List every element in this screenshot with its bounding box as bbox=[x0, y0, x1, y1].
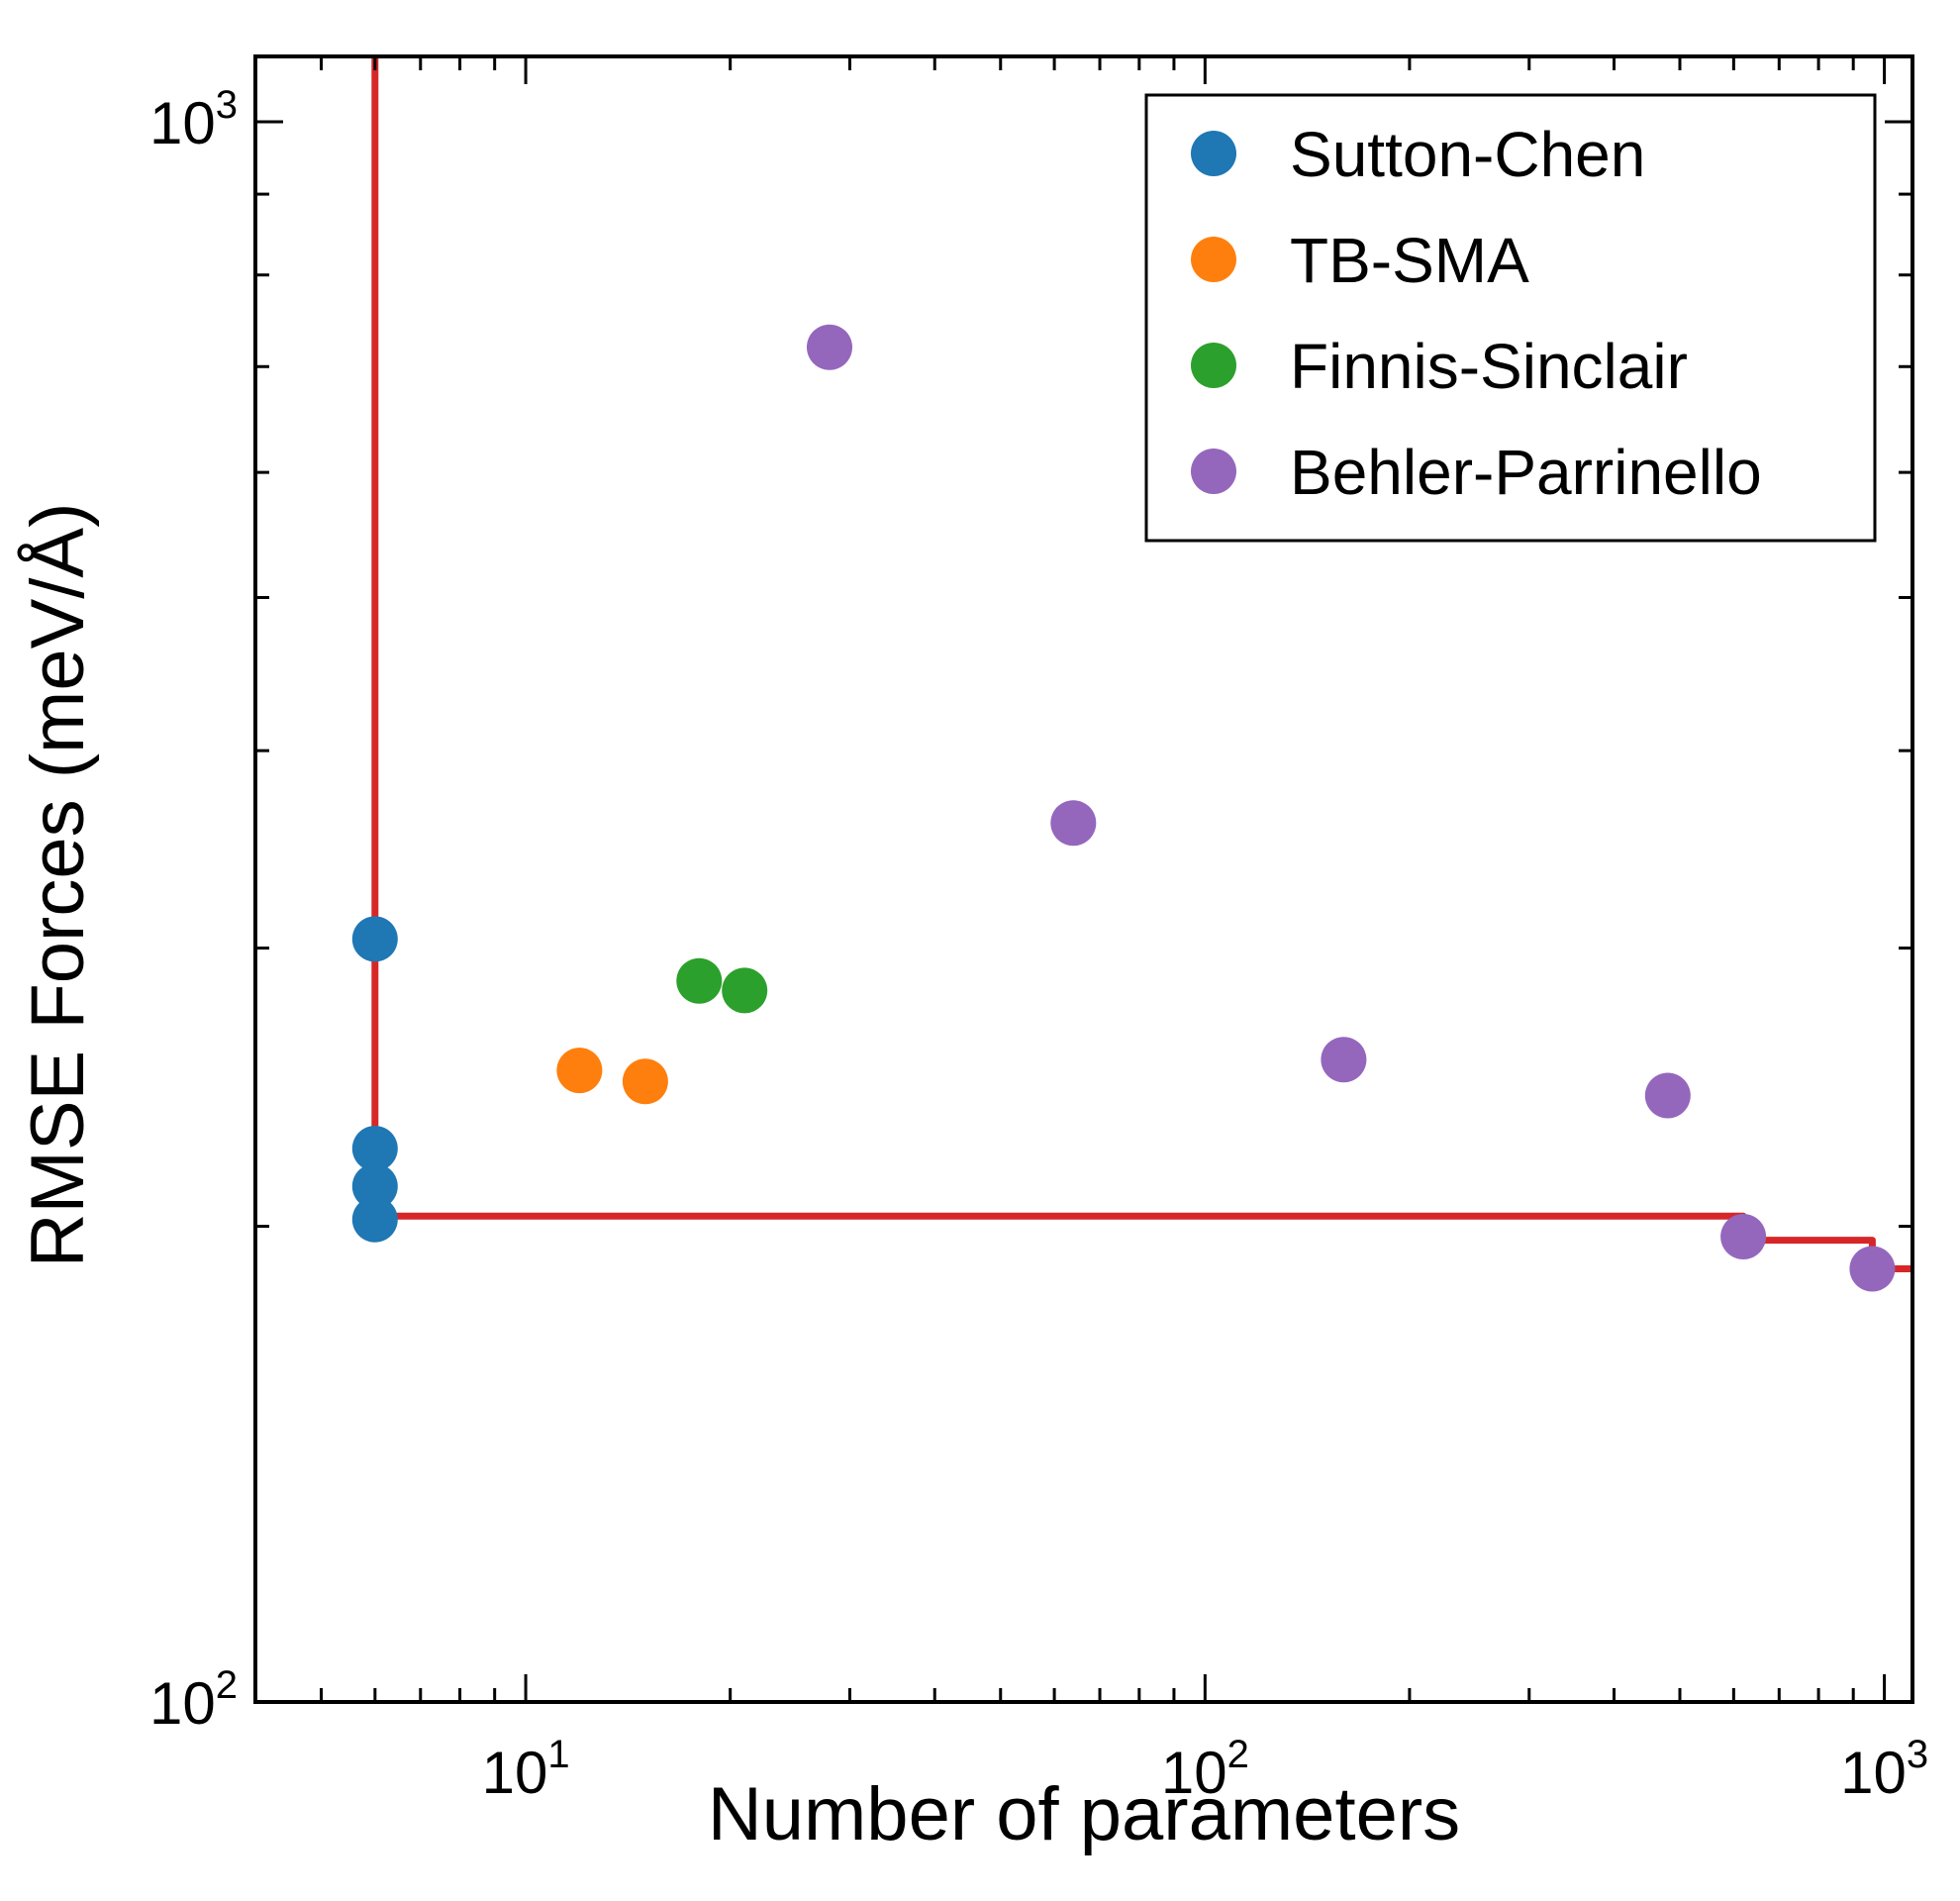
legend-box bbox=[1144, 93, 1877, 543]
legend-marker-finnis-sinclair bbox=[1191, 343, 1236, 388]
point-sutton-chen bbox=[351, 1163, 398, 1210]
point-tb-sma bbox=[622, 1058, 668, 1105]
axis-ticks bbox=[253, 56, 1912, 1704]
point-behler-parrinello bbox=[1050, 800, 1097, 847]
legend-label-sutton-chen: Sutton-Chen bbox=[1290, 119, 1645, 190]
axis-tick-labels: 101 102 103 102 103 bbox=[149, 83, 1928, 1806]
point-behler-parrinello bbox=[1321, 1037, 1367, 1083]
point-behler-parrinello bbox=[1849, 1246, 1896, 1292]
point-sutton-chen bbox=[351, 1196, 398, 1243]
legend-marker-sutton-chen bbox=[1191, 131, 1236, 176]
y-tick-label: 103 bbox=[149, 83, 238, 156]
point-tb-sma bbox=[556, 1048, 603, 1094]
legend-marker-behler-parrinello bbox=[1191, 449, 1236, 494]
point-behler-parrinello bbox=[1644, 1072, 1691, 1119]
y-tick-label: 102 bbox=[149, 1663, 238, 1737]
legend-label-finnis-sinclair: Finnis-Sinclair bbox=[1290, 331, 1688, 402]
x-tick-label: 102 bbox=[1161, 1733, 1249, 1806]
legend-marker-tb-sma bbox=[1191, 237, 1236, 282]
legend: Sutton-Chen TB-SMA Finnis-Sinclair Behler-P… bbox=[1144, 93, 1877, 543]
point-sutton-chen bbox=[351, 916, 398, 962]
point-finnis-sinclair bbox=[722, 967, 768, 1014]
point-sutton-chen bbox=[351, 1126, 398, 1171]
x-tick-label: 101 bbox=[482, 1733, 570, 1806]
y-axis-label: RMSE Forces (meV/Å) bbox=[16, 503, 100, 1268]
point-behler-parrinello bbox=[807, 324, 852, 370]
legend-label-tb-sma: TB-SMA bbox=[1290, 225, 1529, 296]
x-tick-label: 103 bbox=[1840, 1733, 1928, 1806]
point-finnis-sinclair bbox=[676, 957, 723, 1004]
point-behler-parrinello bbox=[1720, 1214, 1767, 1259]
plot-frame bbox=[253, 54, 1914, 1704]
x-axis-label: Number of parameters bbox=[708, 1772, 1460, 1856]
legend-label-behler-parrinello: Behler-Parrinello bbox=[1290, 437, 1762, 508]
data-points-layer bbox=[351, 324, 1896, 1292]
